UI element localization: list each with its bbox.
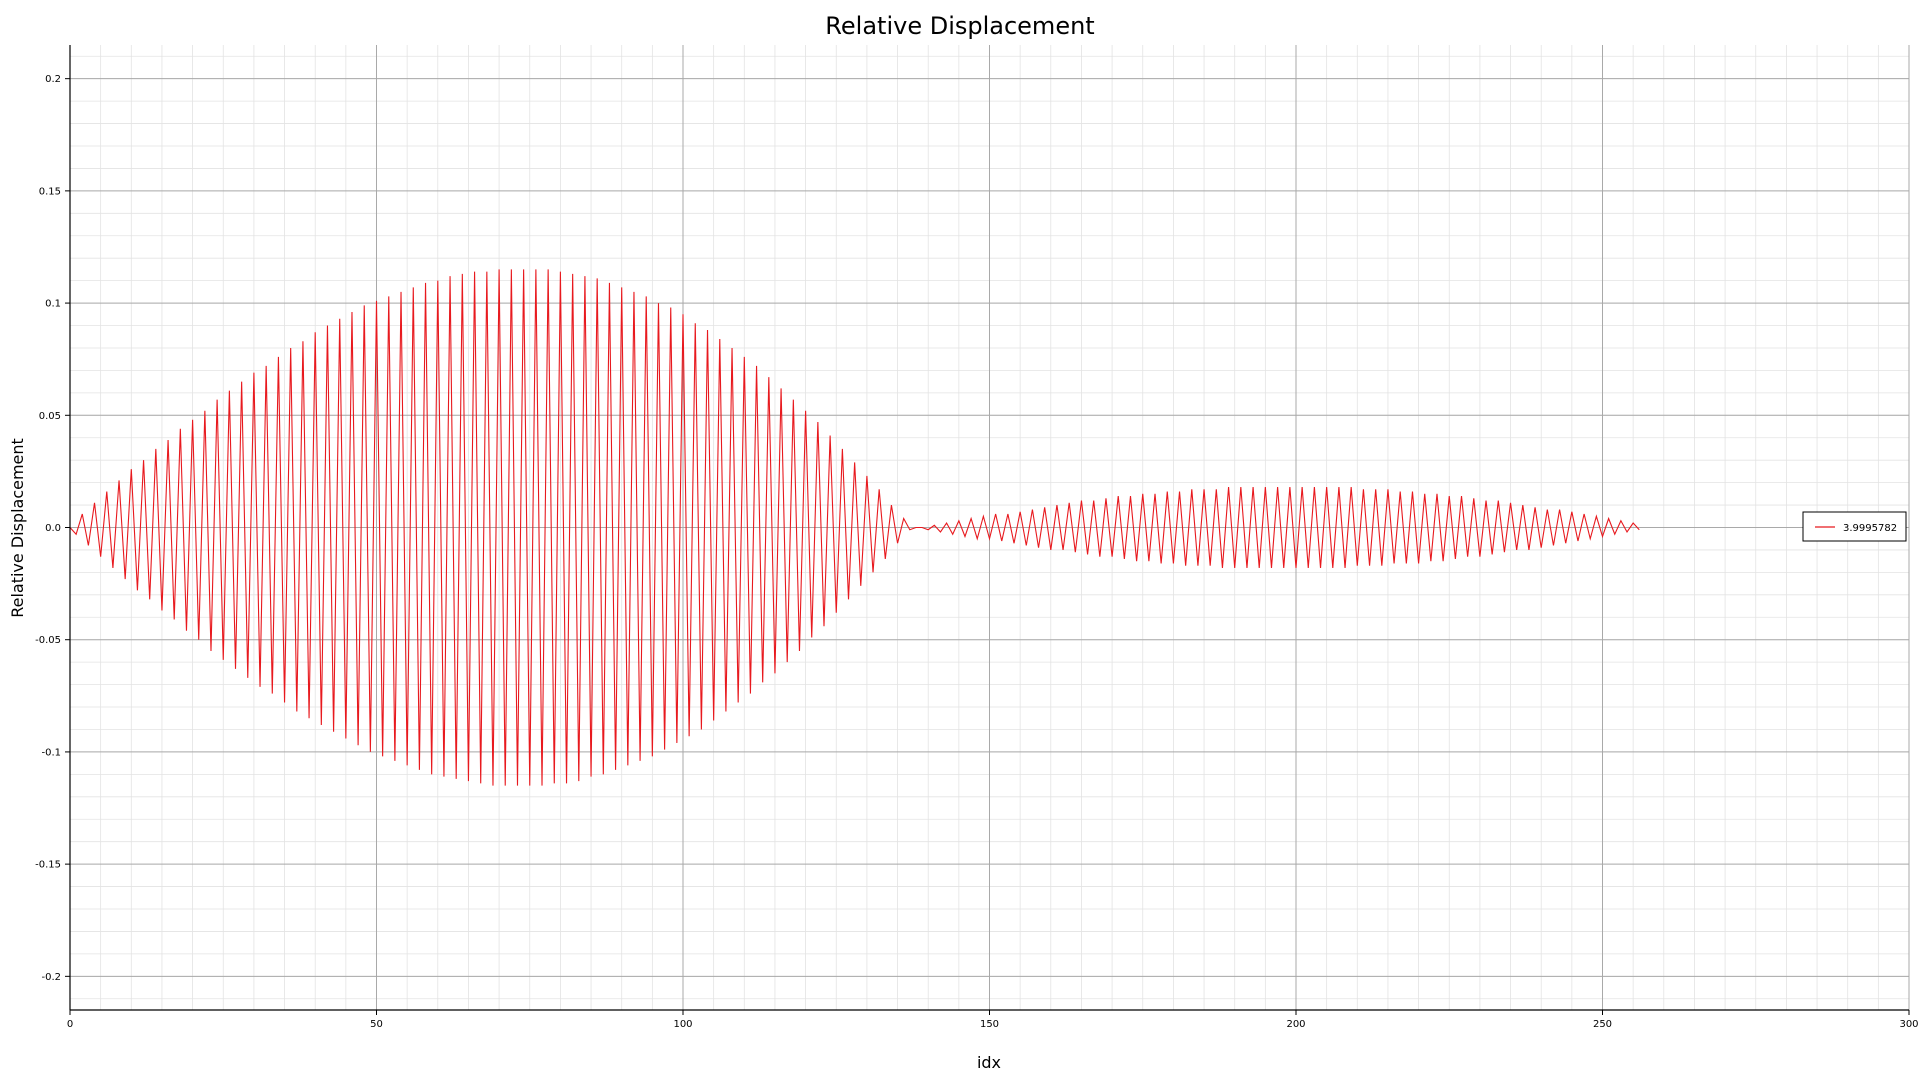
series-line — [69, 269, 1640, 786]
y-tick-label: 0.15 — [39, 186, 61, 197]
y-tick-label: 0.0 — [45, 523, 61, 534]
x-tick-label: 0 — [67, 1019, 73, 1030]
x-tick-label: 100 — [673, 1019, 692, 1030]
x-tick-label: 50 — [370, 1019, 383, 1030]
ticks: 0 50 100 150 200 250 300 0.2 0.15 0.1 0.05 0.0 -0.05… — [35, 74, 1918, 1030]
y-tick-label: 0.2 — [45, 74, 61, 85]
x-tick-label: 300 — [1899, 1019, 1918, 1030]
x-axis-label: idx — [977, 1053, 1001, 1072]
legend-entry-label: 3.9995782 — [1843, 523, 1897, 534]
y-tick-label: -0.05 — [35, 635, 61, 646]
series-layer — [69, 269, 1640, 786]
legend: 3.9995782 — [1802, 511, 1907, 542]
x-tick-label: 200 — [1286, 1019, 1305, 1030]
y-tick-label: -0.15 — [35, 860, 61, 871]
y-tick-label: -0.2 — [41, 972, 61, 983]
chart-title: Relative Displacement — [825, 12, 1094, 40]
y-tick-label: 0.1 — [45, 299, 61, 310]
x-tick-label: 250 — [1593, 1019, 1612, 1030]
y-axis-label: Relative Displacement — [8, 438, 27, 618]
y-tick-label: 0.05 — [39, 411, 61, 422]
y-tick-label: -0.1 — [41, 747, 61, 758]
x-tick-label: 150 — [980, 1019, 999, 1030]
